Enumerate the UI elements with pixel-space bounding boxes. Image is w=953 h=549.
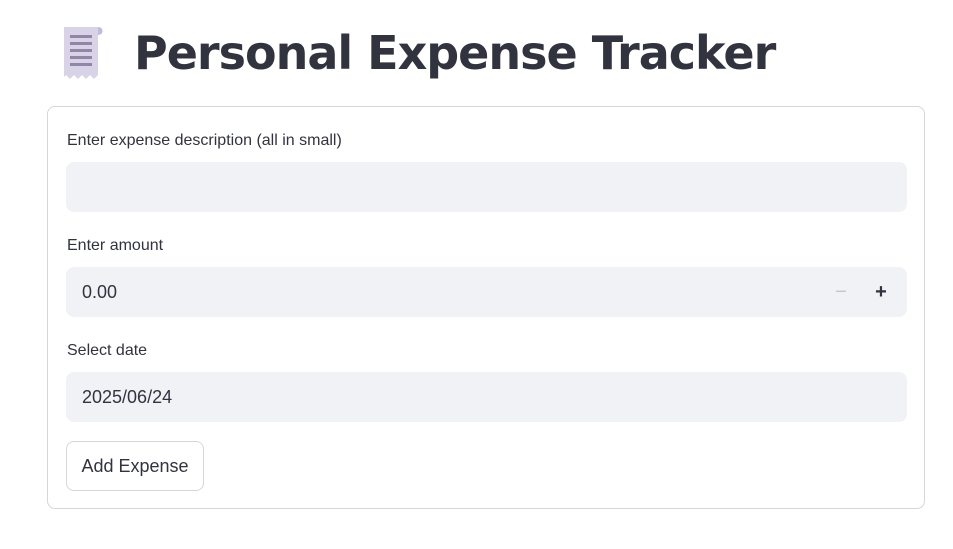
date-label: Select date <box>67 342 148 359</box>
amount-stepper[interactable]: 0.00 − + <box>66 267 907 317</box>
add-expense-button[interactable]: Add Expense <box>66 441 204 491</box>
page-header: Personal Expense Tracker <box>58 20 776 86</box>
amount-label: Enter amount <box>67 237 164 254</box>
increment-button[interactable]: + <box>875 280 887 303</box>
decrement-button[interactable]: − <box>835 280 847 303</box>
expense-form: Enter expense description (all in small)… <box>47 106 925 509</box>
description-label: Enter expense description (all in small) <box>67 132 342 149</box>
receipt-icon <box>58 25 106 81</box>
amount-value[interactable]: 0.00 <box>82 281 118 302</box>
date-input[interactable]: 2025/06/24 <box>66 372 907 422</box>
date-value[interactable]: 2025/06/24 <box>82 386 173 407</box>
description-input[interactable] <box>66 162 907 212</box>
page-title: Personal Expense Tracker <box>134 26 776 80</box>
